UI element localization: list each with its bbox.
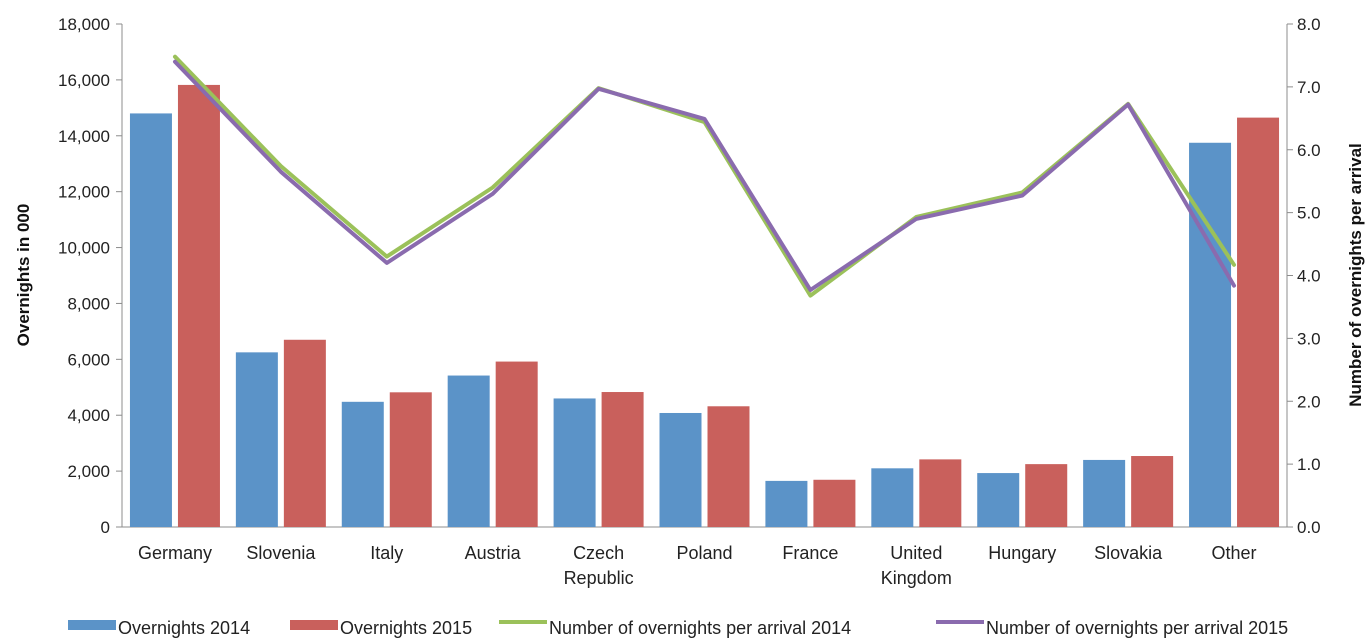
bar [601, 392, 644, 527]
y2-tick-label: 3.0 [1297, 329, 1321, 348]
legend-swatch [68, 620, 116, 630]
x-tick-label: Hungary [988, 543, 1056, 563]
y2-tick-label: 0.0 [1297, 518, 1321, 537]
y-tick-label: 6,000 [67, 350, 110, 369]
x-tick-label: Slovenia [246, 543, 316, 563]
x-tick-label: Slovakia [1094, 543, 1163, 563]
y-tick-label: 0 [101, 518, 110, 537]
series-line [173, 54, 1236, 298]
x-tick-label: Czech [573, 543, 624, 563]
y2-tick-label: 1.0 [1297, 455, 1321, 474]
y-tick-label: 12,000 [58, 183, 110, 202]
bar [1025, 464, 1068, 527]
bar [553, 398, 596, 527]
x-tick-label: Republic [564, 568, 634, 588]
y-tick-label: 10,000 [58, 239, 110, 258]
bar [129, 113, 172, 527]
bar [1237, 117, 1280, 527]
y-axis-title: Overnights in 000 [14, 204, 33, 347]
bar [919, 459, 962, 527]
bar [177, 84, 220, 528]
x-tick-label: United [890, 543, 942, 563]
bar [707, 406, 750, 527]
chart-labels: 0 2,000 4,000 6,000 8,000 10,000 12,000 14,000 1… [58, 15, 1321, 588]
x-tick-label: Germany [138, 543, 212, 563]
y-tick-label: 4,000 [67, 406, 110, 425]
bar [659, 412, 702, 527]
legend-label: Overnights 2014 [118, 618, 250, 638]
y2-tick-label: 8.0 [1297, 15, 1321, 34]
bar [235, 352, 278, 527]
series-line [173, 59, 1236, 292]
bar [341, 401, 384, 527]
bar [977, 473, 1020, 527]
y2-tick-label: 5.0 [1297, 204, 1321, 223]
x-tick-label: Austria [465, 543, 522, 563]
legend-label: Number of overnights per arrival 2014 [549, 618, 851, 638]
bar [389, 392, 432, 527]
bar [871, 468, 914, 527]
y-tick-label: 16,000 [58, 71, 110, 90]
bar [813, 479, 856, 527]
legend-label: Number of overnights per arrival 2015 [986, 618, 1288, 638]
bar [495, 361, 538, 527]
y2-tick-label: 7.0 [1297, 78, 1321, 97]
x-tick-label: France [782, 543, 838, 563]
bar [765, 480, 808, 527]
legend-swatch [290, 620, 338, 630]
y-tick-label: 2,000 [67, 462, 110, 481]
bar [1189, 142, 1232, 527]
bar [283, 339, 326, 527]
x-tick-label: Italy [370, 543, 403, 563]
y2-tick-label: 4.0 [1297, 267, 1321, 286]
bar [447, 375, 490, 527]
y-tick-label: 18,000 [58, 15, 110, 34]
y2-axis-title: Number of overnights per arrival [1346, 143, 1365, 407]
y2-tick-label: 6.0 [1297, 141, 1321, 160]
x-tick-label: Poland [676, 543, 732, 563]
x-tick-label: Kingdom [881, 568, 952, 588]
legend-label: Overnights 2015 [340, 618, 472, 638]
bar [1131, 456, 1174, 527]
y2-tick-label: 2.0 [1297, 392, 1321, 411]
chart-lines [173, 54, 1236, 298]
chart-bars [129, 84, 1280, 528]
y-tick-label: 14,000 [58, 127, 110, 146]
bar [1083, 459, 1126, 527]
y-tick-label: 8,000 [67, 294, 110, 313]
chart-legend: Overnights 2014 Overnights 2015 Number of … [68, 618, 1288, 638]
x-tick-label: Other [1212, 543, 1257, 563]
